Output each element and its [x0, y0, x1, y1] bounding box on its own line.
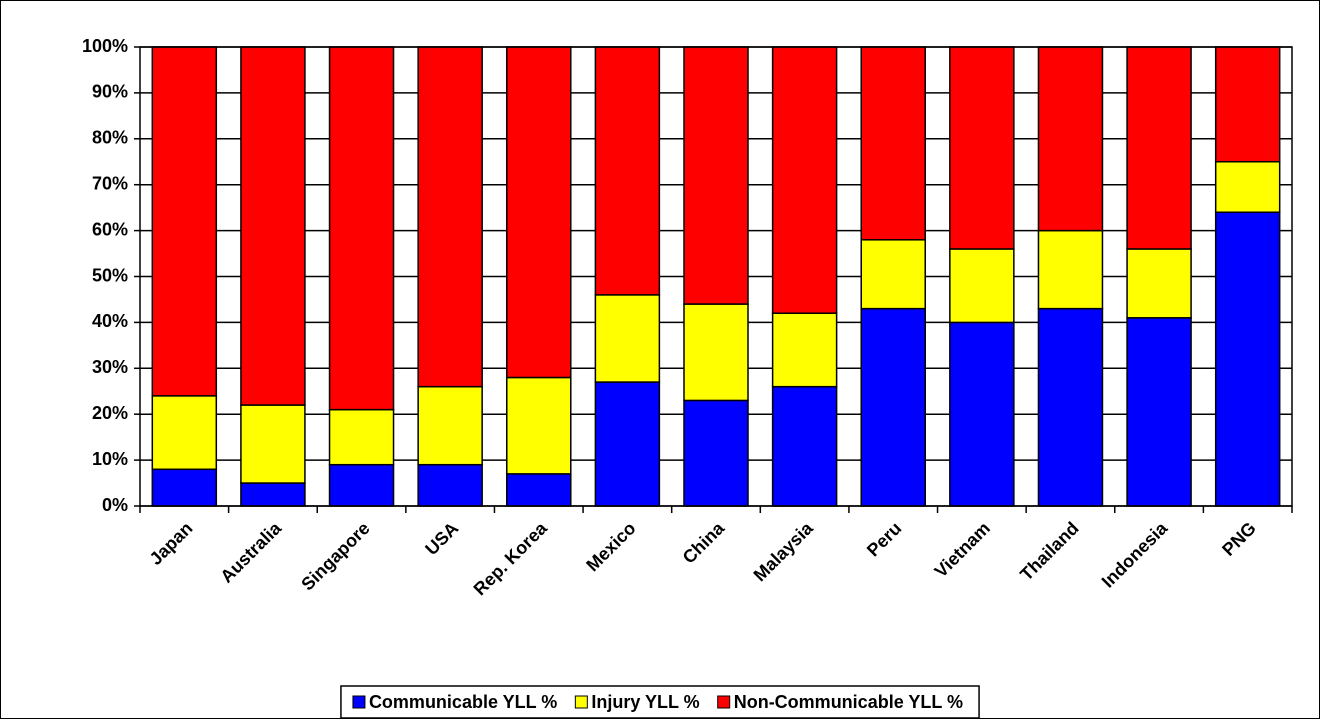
bar-segment: [949, 46, 1015, 250]
bar-segment: [151, 46, 218, 397]
legend-label: Injury YLL %: [591, 692, 699, 712]
bar-segment: [1214, 46, 1281, 163]
bar-segment: [1126, 248, 1192, 319]
bar-segment: [417, 385, 483, 466]
bar-segment: [1037, 307, 1104, 507]
plot-border: [139, 46, 1293, 507]
bar-segment: [328, 408, 395, 466]
bar-segment: [594, 46, 661, 296]
bar-segment: [771, 46, 838, 314]
bar-segment: [417, 463, 483, 507]
bar-segment: [683, 46, 749, 305]
bar-segment: [683, 303, 749, 402]
y-tick-label: 60%: [92, 219, 128, 239]
y-tick-label: 80%: [92, 128, 128, 148]
bar-segment: [860, 239, 926, 310]
bar-segment: [1037, 229, 1104, 310]
bar-segment: [860, 46, 926, 241]
y-tick-label: 50%: [92, 265, 128, 285]
bar-segment: [949, 321, 1015, 507]
y-tick-label: 90%: [92, 82, 128, 102]
bar-segment: [771, 312, 838, 388]
y-tick-label: 100%: [82, 36, 128, 56]
bar-segment: [417, 46, 483, 388]
bar-segment: [771, 385, 838, 507]
bar-segment: [151, 395, 218, 471]
bar-segment: [151, 468, 218, 507]
bar-segment: [1214, 161, 1281, 213]
bar-segment: [506, 46, 572, 379]
bar-segment: [594, 381, 661, 507]
bar-segment: [1037, 46, 1104, 232]
y-tick-label: 20%: [92, 403, 128, 423]
legend-swatch: [574, 695, 588, 709]
legend-label: Non-Communicable YLL %: [734, 692, 963, 712]
bar-segment: [860, 307, 926, 507]
y-tick-label: 0%: [102, 495, 128, 515]
y-tick-label: 40%: [92, 311, 128, 331]
bar-segment: [1214, 211, 1281, 507]
bar-segment: [1126, 317, 1192, 507]
y-tick-label: 70%: [92, 173, 128, 193]
y-tick-label: 10%: [92, 449, 128, 469]
bar-segment: [328, 46, 395, 411]
bar-segment: [240, 46, 306, 406]
bar-segment: [949, 248, 1015, 324]
y-tick-label: 30%: [92, 357, 128, 377]
bar-segment: [240, 482, 306, 507]
bar-segment: [683, 399, 749, 507]
bar-segment: [594, 294, 661, 383]
bar-segment: [506, 376, 572, 475]
legend-label: Communicable YLL %: [369, 692, 557, 712]
bar-segment: [1126, 46, 1192, 250]
legend-box: [340, 685, 980, 719]
legend-swatch: [352, 695, 366, 709]
legend-swatch: [717, 695, 731, 709]
bar-segment: [328, 463, 395, 507]
legend: Communicable YLL % Injury YLL % Non-Commun…: [340, 685, 980, 719]
bar-segment: [506, 473, 572, 507]
bar-segment: [240, 404, 306, 484]
